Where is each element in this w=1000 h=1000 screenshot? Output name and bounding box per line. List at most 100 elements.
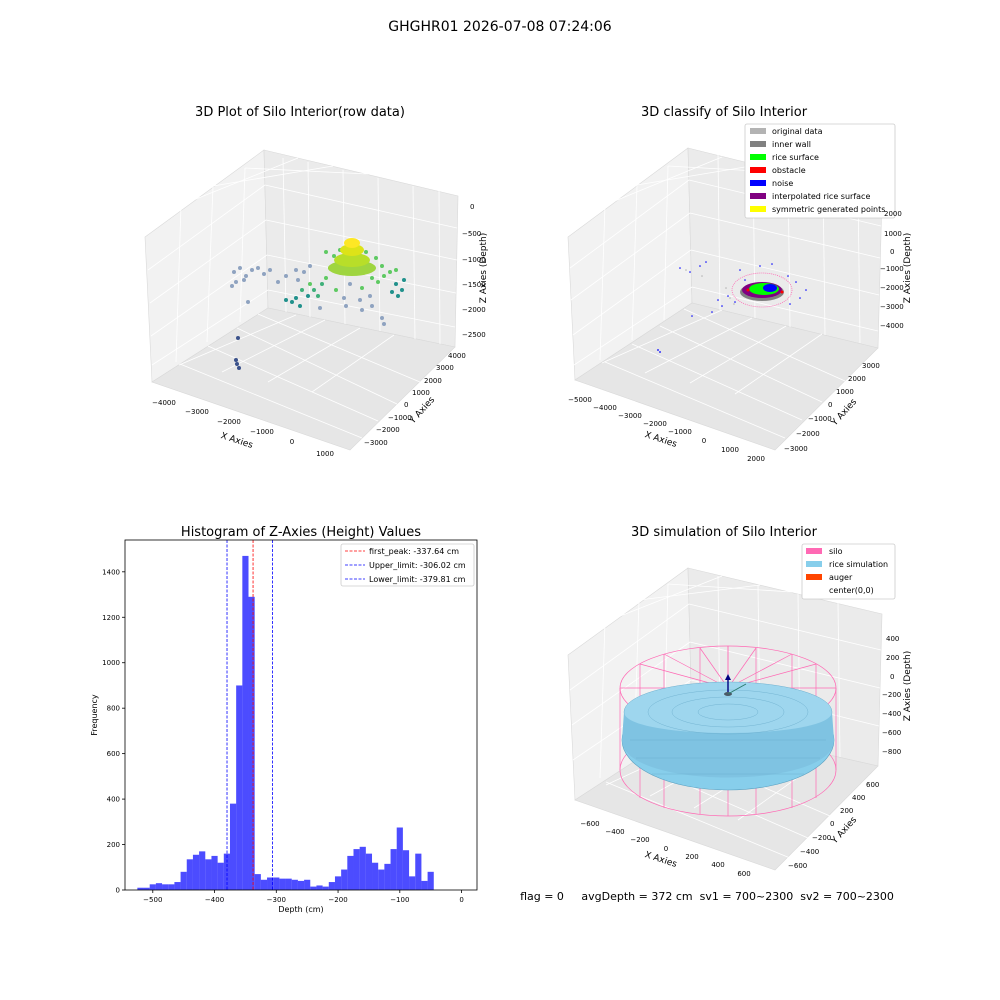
sim-xtick-2: −200	[630, 836, 649, 844]
legend-label-center: center(0,0)	[829, 586, 874, 595]
hist-bar	[229, 803, 237, 890]
hist-bar	[365, 853, 373, 890]
sim-ztick-6: −800	[882, 748, 901, 756]
hist-xtick-label: −500	[143, 896, 162, 904]
hist-bar	[199, 851, 206, 890]
hist-bar	[217, 862, 224, 890]
classify-legend: original data inner wall rice surface ob…	[744, 123, 896, 219]
hist-bar	[390, 849, 397, 890]
hist-frame	[124, 539, 478, 891]
hist-bar	[310, 886, 317, 890]
raw-ztick-5: −2500	[462, 331, 486, 339]
hist-ytick-label: 1200	[102, 614, 120, 622]
hist-bar	[372, 862, 379, 890]
hist-bar	[396, 827, 403, 890]
classify-xtick-3: −2000	[643, 420, 667, 428]
classify-xtick-2: −3000	[618, 412, 642, 420]
hist-bar	[273, 877, 280, 890]
hist-bar	[347, 855, 354, 890]
raw-ytick-0: 4000	[448, 352, 466, 360]
legend-label-upper-limit: Upper_limit: -306.02 cm	[369, 561, 466, 570]
raw-ytick-7: −3000	[364, 439, 388, 447]
hist-bar	[149, 884, 156, 890]
hist-bar	[285, 878, 292, 890]
classify-ytick-6: −3000	[784, 445, 808, 453]
sim-xtick-3: 0	[664, 845, 668, 853]
hist-xtick-label: 0	[459, 896, 463, 904]
hist-bar	[168, 884, 175, 890]
hist-bar	[174, 882, 181, 890]
legend-label-interpolated: interpolated rice surface	[772, 192, 870, 201]
rice-surface	[621, 674, 835, 791]
raw-xtick-4: 0	[290, 438, 294, 446]
classify-ytick-4: −1000	[808, 415, 832, 423]
hist-xtick-label: −200	[328, 896, 347, 904]
legend-label-lower-limit: Lower_limit: -379.81 cm	[369, 575, 466, 584]
hist-bar	[409, 876, 416, 890]
panel-classify: 3D classify of Silo Interior	[567, 105, 913, 463]
sim-ztick-1: 200	[886, 654, 899, 662]
raw-ztick-0: 0	[470, 203, 474, 211]
hist-bar	[205, 859, 212, 890]
hist-ytick-label: 400	[107, 796, 120, 804]
raw-xtick-5: 1000	[316, 450, 334, 458]
hist-bar	[180, 871, 187, 890]
sim-ytick-5: −400	[800, 848, 819, 856]
raw-ytick-1: 3000	[436, 364, 454, 372]
raw-ztick-1: −500	[462, 230, 481, 238]
hist-bar	[236, 685, 243, 890]
classify-ztick-0: 2000	[884, 210, 902, 218]
classify-xtick-4: −1000	[668, 428, 692, 436]
hist-bar	[341, 869, 348, 890]
raw-xtick-3: −1000	[250, 428, 274, 436]
hist-bar	[402, 850, 410, 890]
raw-zlabel: Z Axies (Depth)	[479, 233, 489, 304]
hist-bar	[223, 853, 230, 890]
raw-ytick-2: 2000	[424, 377, 442, 385]
raw-xtick-2: −2000	[217, 418, 241, 426]
hist-bar	[267, 877, 274, 890]
raw-ylabel: Y Axies	[407, 395, 437, 427]
hist-bar	[211, 855, 218, 890]
classify-ztick-2: 0	[890, 248, 894, 256]
hist-xlabel: Depth (cm)	[278, 905, 323, 914]
classify-ytick-3: 0	[828, 401, 832, 409]
legend-swatch-original-data	[750, 128, 766, 134]
raw-ztick-3: −1500	[462, 281, 486, 289]
legend-label-silo: silo	[829, 547, 843, 556]
sim-xlabel: X Axies	[643, 850, 678, 870]
sim-ytick-0: 600	[866, 781, 879, 789]
hist-legend: first_peak: -337.64 cm Upper_limit: -306…	[340, 543, 475, 587]
hist-ytick-label: 0	[116, 887, 120, 895]
hist-bars	[137, 555, 434, 890]
sim-xtick-5: 400	[711, 861, 724, 869]
raw-3d-box	[144, 149, 459, 451]
panel-simulation: 3D simulation of Silo Interior	[567, 525, 913, 878]
hist-bar	[328, 882, 335, 890]
legend-swatch-noise	[750, 180, 766, 186]
raw-xtick-1: −3000	[185, 408, 209, 416]
hist-xtick-label: −100	[390, 896, 409, 904]
legend-swatch-inner-wall	[750, 141, 766, 147]
sim-ytick-3: 0	[830, 820, 834, 828]
classify-ztick-6: −4000	[880, 322, 904, 330]
hist-ytick-label: 600	[107, 750, 120, 758]
legend-swatch-rice-surface	[750, 154, 766, 160]
legend-label-noise: noise	[772, 179, 793, 188]
hist-bar	[192, 854, 200, 890]
sim-ztick-0: 400	[886, 635, 899, 643]
sim-zlabel: Z Axies (Depth)	[903, 651, 913, 722]
figure-suptitle: GHGHR01 2026-07-08 07:24:06	[388, 19, 612, 35]
raw-ytick-5: −1000	[388, 414, 412, 422]
legend-swatch-interpolated	[750, 193, 766, 199]
sim-ztick-5: −600	[882, 729, 901, 737]
classify-ytick-5: −2000	[796, 430, 820, 438]
hist-bar	[242, 555, 249, 890]
hist-bar	[260, 879, 268, 890]
hist-title: Histogram of Z-Axies (Height) Values	[181, 525, 421, 540]
sim-ytick-1: 400	[852, 794, 865, 802]
hist-bar	[291, 879, 298, 890]
raw-ztick-4: −2000	[462, 306, 486, 314]
panel-histogram: Histogram of Z-Axies (Height) Values −50…	[90, 525, 478, 914]
classify-xtick-1: −4000	[593, 404, 617, 412]
